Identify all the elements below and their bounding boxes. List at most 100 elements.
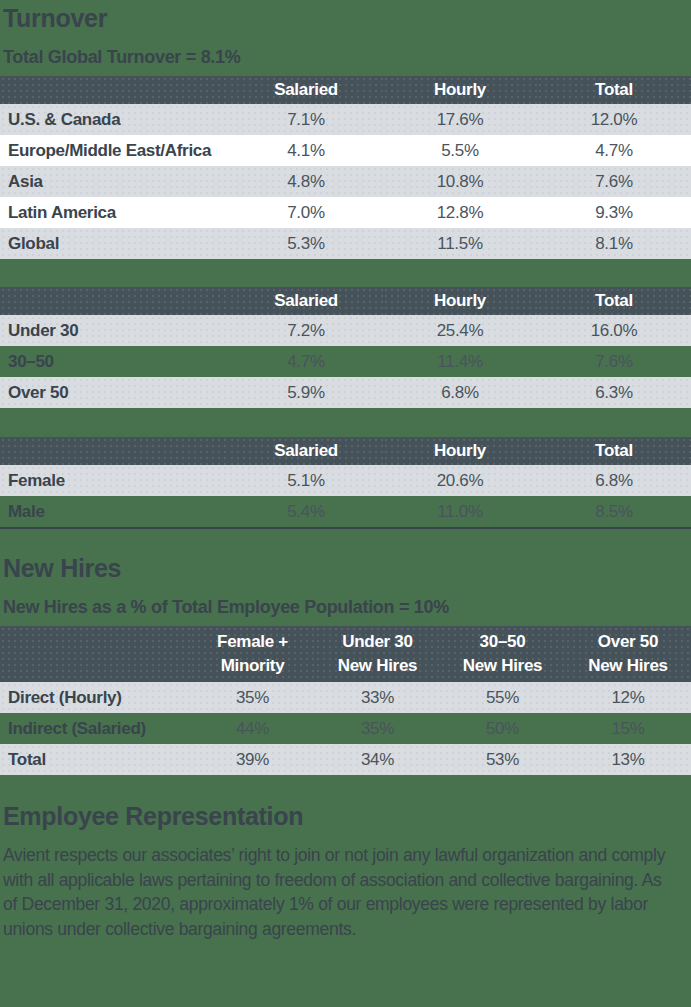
table-header-row: Salaried Hourly Total [0,437,691,465]
table-row: Over 50 5.9% 6.8% 6.3% [0,377,691,408]
cell: 8.5% [537,496,691,528]
turnover-section: Turnover Total Global Turnover = 8.1% Sa… [0,4,691,529]
table-row: Latin America 7.0% 12.8% 9.3% [0,197,691,228]
row-label: Latin America [0,197,229,228]
cell: 9.3% [537,197,691,228]
row-label: Asia [0,166,229,197]
row-label: Female [0,465,229,496]
cell: 11.4% [383,346,537,377]
turnover-by-region-table: Salaried Hourly Total U.S. & Canada 7.1%… [0,76,691,259]
cell: 6.3% [537,377,691,408]
employee-representation-heading: Employee Representation [3,802,691,831]
column-header-line: New Hires [440,654,565,678]
cell: 17.6% [383,104,537,135]
row-label: Total [0,744,190,775]
cell: 15% [565,713,691,744]
employee-representation-body: Avient respects our associates’ right to… [3,843,677,941]
table-header-row: Salaried Hourly Total [0,287,691,315]
table-row: Female 5.1% 20.6% 6.8% [0,465,691,496]
column-header-line: Minority [190,654,315,678]
column-header-total: Total [537,437,691,465]
cell: 4.8% [229,166,383,197]
row-label: Global [0,228,229,259]
column-header-over-50: Over 50 New Hires [565,626,691,682]
new-hires-subtitle: New Hires as a % of Total Employee Popul… [3,596,691,618]
cell: 50% [440,713,565,744]
row-label: Male [0,496,229,528]
row-label: Direct (Hourly) [0,682,190,713]
cell: 5.5% [383,135,537,166]
cell: 39% [190,744,315,775]
cell: 6.8% [537,465,691,496]
cell: 6.8% [383,377,537,408]
cell: 20.6% [383,465,537,496]
table-row: Total 39% 34% 53% 13% [0,744,691,775]
table-row: Global 5.3% 11.5% 8.1% [0,228,691,259]
cell: 5.4% [229,496,383,528]
cell: 53% [440,744,565,775]
table-row: Under 30 7.2% 25.4% 16.0% [0,315,691,346]
cell: 11.0% [383,496,537,528]
row-label: Over 50 [0,377,229,408]
cell: 10.8% [383,166,537,197]
column-header-line: Over 50 [565,630,691,654]
column-header-total: Total [537,76,691,104]
cell: 33% [315,682,440,713]
empty-header-cell [0,287,229,315]
table-row: Asia 4.8% 10.8% 7.6% [0,166,691,197]
new-hires-table: Female + Minority Under 30 New Hires 30–… [0,626,691,775]
turnover-by-gender-table: Salaried Hourly Total Female 5.1% 20.6% … [0,437,691,529]
row-label: 30–50 [0,346,229,377]
cell: 12% [565,682,691,713]
cell: 7.1% [229,104,383,135]
column-header-30-50: 30–50 New Hires [440,626,565,682]
table-row: Indirect (Salaried) 44% 35% 50% 15% [0,713,691,744]
row-label: Europe/Middle East/Africa [0,135,229,166]
column-header-line: Female + [190,630,315,654]
column-header-salaried: Salaried [229,76,383,104]
column-header-line: New Hires [315,654,440,678]
cell: 35% [190,682,315,713]
column-header-female-minority: Female + Minority [190,626,315,682]
cell: 4.7% [229,346,383,377]
cell: 7.2% [229,315,383,346]
table-row: Europe/Middle East/Africa 4.1% 5.5% 4.7% [0,135,691,166]
cell: 44% [190,713,315,744]
cell: 5.9% [229,377,383,408]
cell: 34% [315,744,440,775]
empty-header-cell [0,626,190,682]
cell: 16.0% [537,315,691,346]
column-header-under-30: Under 30 New Hires [315,626,440,682]
cell: 8.1% [537,228,691,259]
table-header-row: Salaried Hourly Total [0,76,691,104]
cell: 12.8% [383,197,537,228]
cell: 7.0% [229,197,383,228]
employee-representation-section: Employee Representation Avient respects … [0,802,691,941]
column-header-line: Under 30 [315,630,440,654]
cell: 4.7% [537,135,691,166]
row-label: Indirect (Salaried) [0,713,190,744]
turnover-by-age-table: Salaried Hourly Total Under 30 7.2% 25.4… [0,287,691,408]
cell: 7.6% [537,166,691,197]
column-header-line: New Hires [565,654,691,678]
cell: 25.4% [383,315,537,346]
table-row: Male 5.4% 11.0% 8.5% [0,496,691,528]
column-header-hourly: Hourly [383,287,537,315]
column-header-total: Total [537,287,691,315]
turnover-subtitle: Total Global Turnover = 8.1% [3,46,691,68]
cell: 35% [315,713,440,744]
row-label: Under 30 [0,315,229,346]
empty-header-cell [0,437,229,465]
cell: 12.0% [537,104,691,135]
empty-header-cell [0,76,229,104]
report-page: Turnover Total Global Turnover = 8.1% Sa… [0,4,691,1007]
new-hires-section: New Hires New Hires as a % of Total Empl… [0,554,691,775]
cell: 13% [565,744,691,775]
table-header-row: Female + Minority Under 30 New Hires 30–… [0,626,691,682]
column-header-salaried: Salaried [229,437,383,465]
table-row: U.S. & Canada 7.1% 17.6% 12.0% [0,104,691,135]
table-row: Direct (Hourly) 35% 33% 55% 12% [0,682,691,713]
cell: 11.5% [383,228,537,259]
table-row: 30–50 4.7% 11.4% 7.6% [0,346,691,377]
column-header-hourly: Hourly [383,76,537,104]
